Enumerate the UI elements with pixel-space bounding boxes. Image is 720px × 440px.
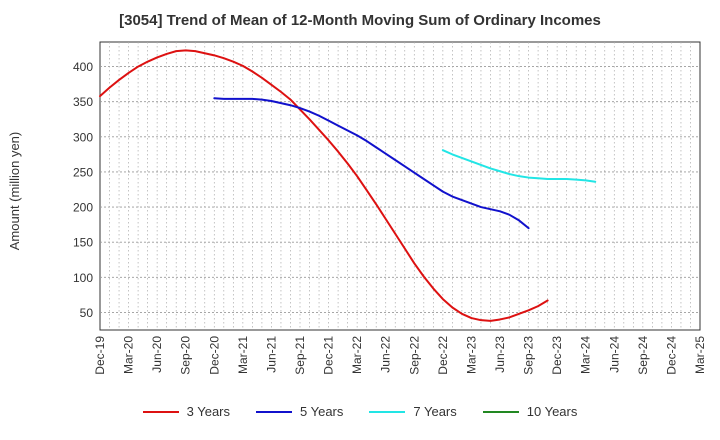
y-tick-label: 350: [73, 95, 93, 109]
legend-label: 7 Years: [413, 404, 457, 419]
x-tick-label: Dec-19: [93, 336, 107, 375]
x-tick-label: Dec-21: [322, 336, 336, 375]
y-axis-ticks: 50 100 150 200 250 300 350 400: [73, 60, 93, 320]
y-tick-label: 100: [73, 271, 93, 285]
y-tick-label: 200: [73, 201, 93, 215]
legend-swatch: [256, 410, 292, 413]
x-tick-label: Dec-22: [436, 336, 450, 375]
x-tick-label: Sep-24: [636, 336, 650, 375]
x-tick-label: Mar-21: [236, 336, 250, 374]
y-tick-label: 150: [73, 236, 93, 250]
legend-label: 5 Years: [300, 404, 344, 419]
x-tick-label: Mar-25: [693, 336, 707, 374]
x-tick-label: Sep-23: [522, 336, 536, 375]
series-lines: [99, 49, 597, 322]
x-tick-label: Sep-21: [293, 336, 307, 375]
legend: 3 Years 5 Years 7 Years 10 Years: [0, 404, 720, 419]
x-tick-label: Jun-20: [150, 336, 164, 373]
legend-swatch: [142, 410, 179, 413]
x-tick-label: Dec-23: [550, 336, 564, 375]
legend-item: 10 Years: [482, 404, 578, 419]
legend-swatch: [369, 410, 406, 413]
x-tick-label: Mar-23: [464, 336, 478, 374]
legend-label: 10 Years: [526, 404, 578, 419]
y-axis-label: Amount (million yen): [7, 132, 22, 251]
y-tick-label: 300: [73, 130, 93, 144]
x-tick-label: Dec-20: [207, 336, 221, 375]
series-line-7-years: [441, 149, 597, 183]
chart-title: [3054] Trend of Mean of 12-Month Moving …: [119, 12, 601, 29]
x-tick-label: Dec-24: [664, 336, 678, 375]
legend-item: 5 Years: [256, 404, 343, 419]
plot-area: [99, 41, 701, 331]
series-line-3-years: [99, 49, 549, 322]
x-tick-label: Jun-24: [607, 336, 621, 373]
x-tick-label: Mar-20: [122, 336, 136, 374]
y-tick-label: 250: [73, 165, 93, 179]
series-line-5-years: [213, 97, 530, 230]
legend-item: 3 Years: [142, 404, 230, 419]
x-tick-label: Mar-24: [579, 336, 593, 374]
x-tick-label: Sep-20: [179, 336, 193, 375]
legend-label: 3 Years: [186, 404, 230, 419]
legend-item: 7 Years: [369, 404, 457, 419]
x-axis-ticks: Dec-19 Mar-20 Jun-20 Sep-20 Dec-20 Mar-21 Jun-…: [93, 336, 707, 375]
x-tick-label: Mar-22: [350, 336, 364, 374]
grid-lines: [100, 42, 700, 330]
y-tick-label: 400: [73, 60, 93, 74]
x-tick-label: Jun-23: [493, 336, 507, 373]
x-tick-label: Sep-22: [407, 336, 421, 375]
y-tick-label: 50: [80, 306, 94, 320]
legend-swatch: [482, 410, 519, 413]
x-tick-label: Jun-22: [379, 336, 393, 373]
x-tick-label: Jun-21: [264, 336, 278, 373]
